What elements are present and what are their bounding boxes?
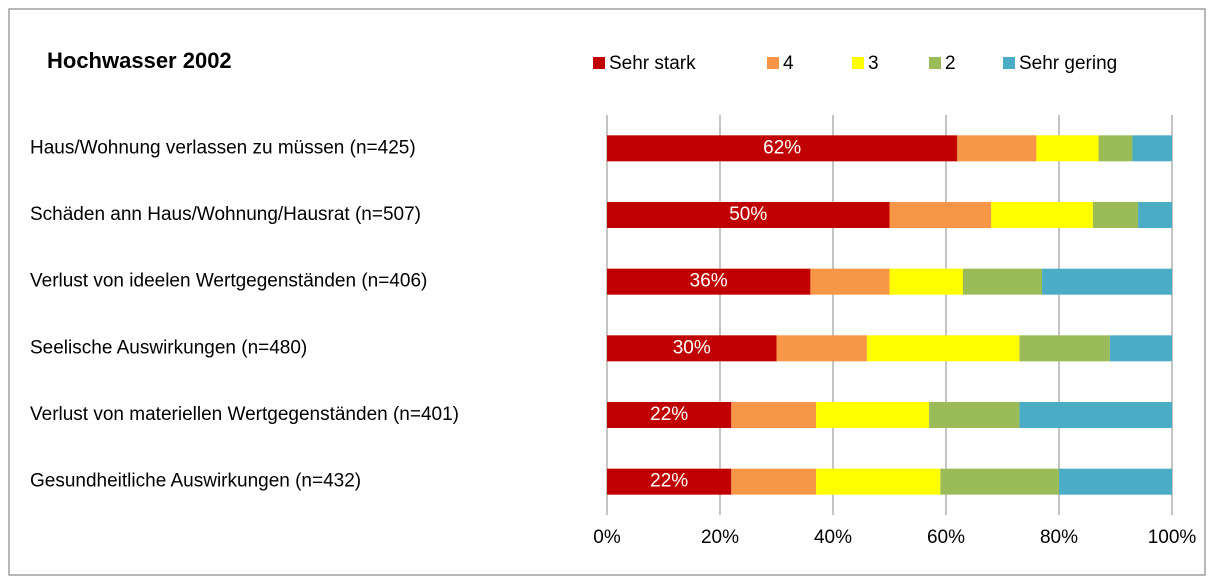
bar-segment — [607, 335, 777, 362]
x-tick-label: 0% — [593, 527, 621, 548]
legend-label: 2 — [945, 53, 956, 74]
bar-segment — [731, 468, 817, 495]
bar-segment — [607, 202, 890, 228]
data-label: 22% — [650, 404, 688, 425]
bar-segment — [816, 468, 941, 495]
legend-label: Sehr stark — [609, 53, 696, 74]
y-tick-label: Verlust von ideelen Wertgegenständen (n=… — [30, 271, 427, 292]
bar-segment — [1138, 202, 1172, 228]
y-tick-label: Schäden ann Haus/Wohnung/Hausrat (n=507) — [30, 204, 421, 225]
bar-segment — [940, 468, 1059, 495]
bar-segment — [810, 268, 890, 295]
data-label: 30% — [673, 337, 711, 358]
bar-segment — [866, 335, 1020, 362]
bar-segment — [991, 202, 1093, 228]
chart-title: Hochwasser 2002 — [47, 48, 232, 73]
bar-segment — [607, 135, 958, 162]
bar-segment — [607, 268, 811, 295]
y-tick-label: Haus/Wohnung verlassen zu müssen (n=425) — [30, 137, 416, 158]
bar-segment — [957, 135, 1037, 162]
bar-segment — [962, 268, 1043, 295]
bar-segment — [776, 335, 867, 362]
y-tick-label: Verlust von materiellen Wertgegenständen… — [30, 404, 459, 425]
y-tick-label: Gesundheitliche Auswirkungen (n=432) — [30, 471, 361, 492]
bar-segment — [1132, 135, 1172, 162]
bar-segment — [929, 402, 1020, 428]
data-label: 62% — [763, 137, 801, 158]
bar-segment — [1036, 135, 1099, 162]
data-label: 50% — [729, 204, 767, 225]
bar-segment — [1019, 335, 1110, 362]
bar-segment — [889, 268, 963, 295]
bar-segment — [1019, 402, 1172, 428]
x-tick-label: 60% — [927, 527, 965, 548]
legend-swatch — [767, 57, 779, 69]
y-tick-label: Seelische Auswirkungen (n=480) — [30, 337, 307, 358]
bar-segment — [1098, 135, 1133, 162]
bar-segment — [1042, 268, 1172, 295]
legend-label: 3 — [868, 53, 879, 74]
x-tick-label: 20% — [701, 527, 739, 548]
legend-swatch — [1003, 57, 1015, 69]
bar-segment — [816, 402, 930, 428]
data-label: 22% — [650, 471, 688, 492]
legend-label: Sehr gering — [1019, 53, 1117, 74]
data-label: 36% — [690, 271, 728, 292]
legend-label: 4 — [783, 53, 794, 74]
legend-swatch — [929, 57, 941, 69]
x-tick-label: 40% — [814, 527, 852, 548]
bar-segment — [889, 202, 992, 228]
bar-segment — [1109, 335, 1172, 362]
bar-segment — [607, 468, 732, 495]
x-tick-label: 80% — [1040, 527, 1078, 548]
bar-segment — [1059, 468, 1172, 495]
bar-segment — [1092, 202, 1139, 228]
x-tick-label: 100% — [1148, 527, 1197, 548]
legend-swatch — [593, 57, 605, 69]
bar-segment — [607, 402, 732, 428]
legend-swatch — [852, 57, 864, 69]
bar-segment — [731, 402, 817, 428]
